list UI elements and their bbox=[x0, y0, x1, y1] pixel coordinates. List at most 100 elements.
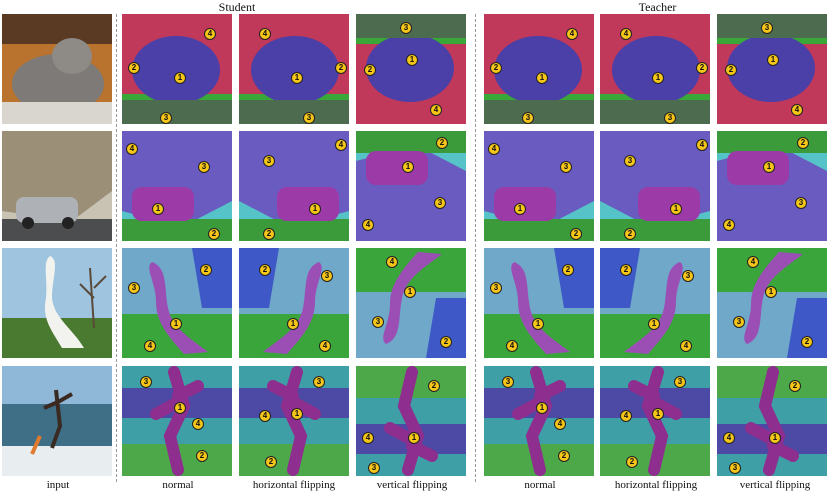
segment-badge-1: 1 bbox=[404, 286, 416, 298]
panel-image-kitesurfer-normal bbox=[122, 366, 232, 476]
segment-badge-1: 1 bbox=[402, 161, 414, 173]
segment-badge-3: 3 bbox=[490, 282, 502, 294]
panel-image-kitesurfer-vflip bbox=[356, 366, 466, 476]
panel-image-cat-vflip bbox=[356, 14, 466, 124]
segment-badge-2: 2 bbox=[335, 62, 347, 74]
segment-badge-3: 3 bbox=[624, 155, 636, 167]
panel-car-student-hflip: 1 2 3 4 bbox=[239, 131, 349, 241]
segment-badge-1: 1 bbox=[152, 203, 164, 215]
segment-badge-2: 2 bbox=[364, 64, 376, 76]
segment-badge-4: 4 bbox=[362, 219, 374, 231]
panel-cat-student-vflip: 1 2 3 4 bbox=[356, 14, 466, 124]
panel-image-cat-hflip bbox=[600, 14, 710, 124]
panel-bird-input-input bbox=[2, 248, 112, 358]
segment-badge-1: 1 bbox=[291, 72, 303, 84]
segment-badge-1: 1 bbox=[652, 408, 664, 420]
segment-badge-2: 2 bbox=[265, 456, 277, 468]
panel-image-bird-hflip bbox=[600, 248, 710, 358]
segment-badge-4: 4 bbox=[723, 219, 735, 231]
segment-badge-4: 4 bbox=[259, 410, 271, 422]
segment-badge-1: 1 bbox=[765, 286, 777, 298]
segment-badge-2: 2 bbox=[562, 264, 574, 276]
segment-badge-3: 3 bbox=[368, 462, 380, 474]
segment-badge-2: 2 bbox=[626, 456, 638, 468]
panel-image-kitesurfer-hflip bbox=[239, 366, 349, 476]
panel-kitesurfer-student-vflip: 1 2 3 4 bbox=[356, 366, 466, 476]
panel-kitesurfer-teacher-vflip: 1 2 3 4 bbox=[717, 366, 827, 476]
caption-student-normal: normal bbox=[162, 479, 194, 491]
segment-badge-3: 3 bbox=[128, 282, 140, 294]
segment-badge-4: 4 bbox=[362, 432, 374, 444]
segment-badge-2: 2 bbox=[196, 450, 208, 462]
segment-badge-2: 2 bbox=[620, 264, 632, 276]
segment-badge-4: 4 bbox=[488, 143, 500, 155]
segment-badge-1: 1 bbox=[763, 161, 775, 173]
segment-badge-1: 1 bbox=[536, 402, 548, 414]
panel-bird-teacher-normal: 1 2 3 4 bbox=[484, 248, 594, 358]
segment-badge-3: 3 bbox=[502, 376, 514, 388]
panel-cat-teacher-hflip: 1 2 3 4 bbox=[600, 14, 710, 124]
segment-badge-4: 4 bbox=[620, 28, 632, 40]
segment-badge-1: 1 bbox=[648, 318, 660, 330]
panel-image-car-hflip bbox=[239, 131, 349, 241]
panel-car-teacher-hflip: 1 2 3 4 bbox=[600, 131, 710, 241]
segment-badge-2: 2 bbox=[128, 62, 140, 74]
panel-cat-student-hflip: 1 2 3 4 bbox=[239, 14, 349, 124]
segment-badge-4: 4 bbox=[319, 340, 331, 352]
segment-badge-4: 4 bbox=[335, 139, 347, 151]
segment-badge-4: 4 bbox=[204, 28, 216, 40]
panel-car-student-normal: 1 2 3 4 bbox=[122, 131, 232, 241]
segment-badge-3: 3 bbox=[664, 112, 676, 124]
segment-badge-1: 1 bbox=[309, 203, 321, 215]
segment-badge-2: 2 bbox=[570, 228, 582, 240]
segment-badge-3: 3 bbox=[729, 462, 741, 474]
segment-badge-3: 3 bbox=[560, 161, 572, 173]
panel-kitesurfer-student-normal: 1 2 3 4 bbox=[122, 366, 232, 476]
segment-badge-4: 4 bbox=[144, 340, 156, 352]
caption-teacher-vflip: vertical flipping bbox=[739, 479, 811, 491]
panel-car-teacher-vflip: 1 2 3 4 bbox=[717, 131, 827, 241]
panel-image-car-vflip bbox=[717, 131, 827, 241]
segment-badge-1: 1 bbox=[536, 72, 548, 84]
segment-badge-1: 1 bbox=[652, 72, 664, 84]
segment-badge-4: 4 bbox=[554, 418, 566, 430]
segment-badge-3: 3 bbox=[761, 22, 773, 34]
segment-badge-1: 1 bbox=[291, 408, 303, 420]
segment-badge-3: 3 bbox=[795, 197, 807, 209]
segment-badge-1: 1 bbox=[767, 54, 779, 66]
segment-badge-4: 4 bbox=[430, 104, 442, 116]
header-teacher: Teacher bbox=[638, 0, 677, 14]
segment-badge-2: 2 bbox=[428, 380, 440, 392]
panel-image-car-input bbox=[2, 131, 112, 241]
segment-badge-3: 3 bbox=[140, 376, 152, 388]
segment-badge-2: 2 bbox=[558, 450, 570, 462]
segment-badge-4: 4 bbox=[723, 432, 735, 444]
panel-bird-student-vflip: 1 2 3 4 bbox=[356, 248, 466, 358]
segment-badge-3: 3 bbox=[321, 270, 333, 282]
panel-image-car-normal bbox=[122, 131, 232, 241]
panel-image-car-hflip bbox=[600, 131, 710, 241]
panel-car-student-vflip: 1 2 3 4 bbox=[356, 131, 466, 241]
segment-badge-2: 2 bbox=[624, 228, 636, 240]
segment-badge-1: 1 bbox=[514, 203, 526, 215]
panel-image-cat-vflip bbox=[717, 14, 827, 124]
segment-badge-4: 4 bbox=[386, 256, 398, 268]
caption-input: input bbox=[46, 479, 70, 491]
panel-image-cat-normal bbox=[122, 14, 232, 124]
caption-teacher-normal: normal bbox=[524, 479, 556, 491]
panel-image-kitesurfer-hflip bbox=[600, 366, 710, 476]
segment-badge-3: 3 bbox=[733, 316, 745, 328]
segment-badge-2: 2 bbox=[725, 64, 737, 76]
segment-badge-2: 2 bbox=[263, 228, 275, 240]
segment-badge-1: 1 bbox=[174, 402, 186, 414]
segment-badge-1: 1 bbox=[287, 318, 299, 330]
segment-badge-2: 2 bbox=[200, 264, 212, 276]
segment-badge-2: 2 bbox=[801, 336, 813, 348]
panel-image-cat-hflip bbox=[239, 14, 349, 124]
segment-badge-3: 3 bbox=[682, 270, 694, 282]
segment-badge-2: 2 bbox=[490, 62, 502, 74]
panel-kitesurfer-teacher-hflip: 1 2 3 4 bbox=[600, 366, 710, 476]
panel-cat-input-input bbox=[2, 14, 112, 124]
divider-right bbox=[475, 14, 476, 482]
segment-badge-4: 4 bbox=[192, 418, 204, 430]
